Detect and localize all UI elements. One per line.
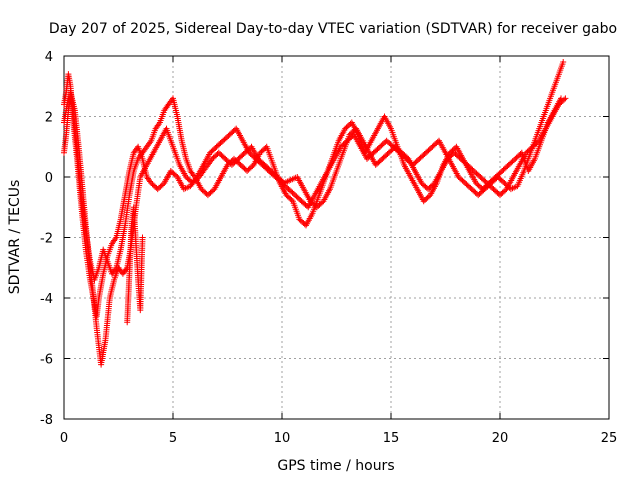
data-point: [560, 59, 567, 65]
series-track-c: [61, 95, 564, 283]
x-tick-label: 25: [601, 431, 618, 446]
x-axis-title: GPS time / hours: [277, 458, 394, 474]
y-tick-label: 2: [45, 111, 53, 126]
grid: [64, 56, 609, 419]
chart-title: Day 207 of 2025, Sidereal Day-to-day VTE…: [49, 21, 617, 37]
data-point: [288, 197, 295, 203]
y-tick-label: 4: [45, 50, 53, 65]
x-tick-label: 15: [383, 431, 400, 446]
data-point: [139, 234, 146, 241]
series-track-d: [124, 204, 146, 326]
x-tick-label: 20: [492, 431, 509, 446]
y-tick-label: -6: [40, 353, 53, 368]
y-tick-label: 0: [45, 171, 53, 186]
x-tick-label: 0: [60, 431, 68, 446]
x-tick-label: 10: [274, 431, 291, 446]
y-tick-label: -4: [40, 292, 53, 307]
data-series: [61, 59, 569, 368]
x-tick-label: 5: [169, 431, 177, 446]
y-tick-label: -2: [40, 232, 53, 247]
y-tick-label: -8: [40, 413, 53, 428]
y-axis-title: SDTVAR / TECUs: [7, 180, 23, 295]
axis-ticks: 0 5 10 15 20 25 -8 -6 -4 -2 0 2 4: [40, 50, 617, 446]
data-point: [558, 95, 564, 102]
